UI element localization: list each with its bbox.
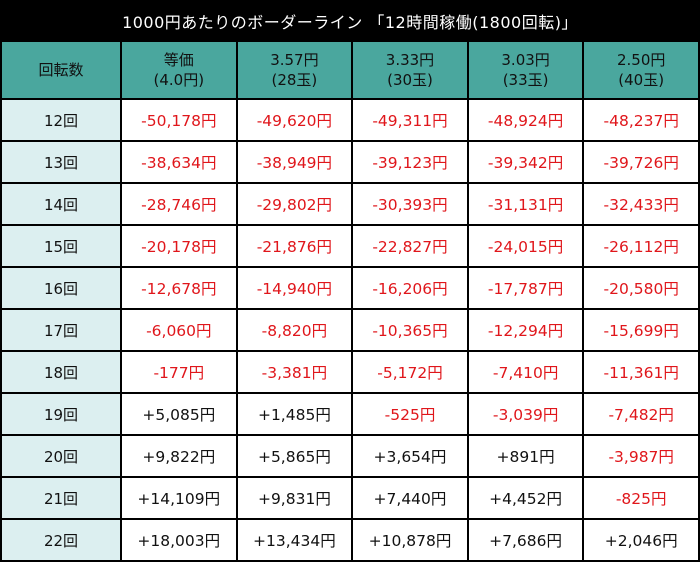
table-cell: -31,131円: [468, 184, 583, 224]
table-cell: -5,172円: [353, 352, 467, 392]
table-cell: +7,686円: [468, 520, 583, 560]
border-table: 回転数 等価 (4.0円) 3.57円 (28玉) 3.33円 (30玉) 3.…: [2, 42, 698, 560]
table-cell: +3,654円: [353, 436, 467, 476]
table-cell: -26,112円: [584, 226, 698, 266]
table-cell: +2,046円: [584, 520, 698, 560]
table-cell: +7,440円: [353, 478, 467, 518]
column-header-balls: (33玉): [502, 71, 549, 89]
column-header-equal: 等価 (4.0円): [122, 42, 236, 98]
row-label: 20回: [2, 436, 120, 476]
table-cell: -825円: [584, 478, 698, 518]
table-cell: -39,342円: [468, 142, 583, 182]
table-cell: -39,123円: [353, 142, 467, 182]
column-header-250: 2.50円 (40玉): [584, 42, 698, 98]
row-label: 16回: [2, 268, 120, 308]
column-header-balls: (40玉): [618, 71, 665, 89]
table-cell: +10,878円: [353, 520, 467, 560]
table-cell: -3,987円: [584, 436, 698, 476]
table-cell: -28,746円: [122, 184, 236, 224]
table-cell: -525円: [353, 394, 467, 434]
table-cell: -7,410円: [468, 352, 583, 392]
table-cell: -3,381円: [237, 352, 352, 392]
column-header-303: 3.03円 (33玉): [468, 42, 583, 98]
table-cell: +891円: [468, 436, 583, 476]
table-cell: +5,085円: [122, 394, 236, 434]
table-cell: -48,237円: [584, 100, 698, 140]
row-label: 22回: [2, 520, 120, 560]
table-cell: -11,361円: [584, 352, 698, 392]
corner-header: 回転数: [2, 42, 120, 98]
table-cell: -48,924円: [468, 100, 583, 140]
row-label: 18回: [2, 352, 120, 392]
table-cell: -38,949円: [237, 142, 352, 182]
table-cell: +9,822円: [122, 436, 236, 476]
table-cell: +9,831円: [237, 478, 352, 518]
table-cell: -20,178円: [122, 226, 236, 266]
table-cell: -12,678円: [122, 268, 236, 308]
table-cell: +13,434円: [237, 520, 352, 560]
column-header-rate: 3.03円: [501, 51, 550, 69]
row-label: 19回: [2, 394, 120, 434]
table-cell: -14,940円: [237, 268, 352, 308]
table-cell: -6,060円: [122, 310, 236, 350]
corner-header-label: 回転数: [38, 61, 84, 79]
table-cell: -32,433円: [584, 184, 698, 224]
column-header-rate: 2.50円: [616, 51, 666, 69]
row-label: 15回: [2, 226, 120, 266]
row-label: 14回: [2, 184, 120, 224]
table-cell: -22,827円: [353, 226, 467, 266]
table-cell: -24,015円: [468, 226, 583, 266]
row-label: 21回: [2, 478, 120, 518]
table-cell: -7,482円: [584, 394, 698, 434]
table-cell: -39,726円: [584, 142, 698, 182]
column-header-357: 3.57円 (28玉): [237, 42, 352, 98]
column-header-rate: 3.57円: [270, 51, 319, 69]
column-header-balls: (4.0円): [153, 71, 205, 89]
column-header-333: 3.33円 (30玉): [353, 42, 467, 98]
table-cell: +5,865円: [237, 436, 352, 476]
column-header-balls: (30玉): [387, 71, 433, 89]
table-cell: -29,802円: [237, 184, 352, 224]
table-cell: -12,294円: [468, 310, 583, 350]
table-cell: -8,820円: [237, 310, 352, 350]
table-cell: -20,580円: [584, 268, 698, 308]
table-cell: -10,365円: [353, 310, 467, 350]
table-cell: +1,485円: [237, 394, 352, 434]
table-cell: -49,311円: [353, 100, 467, 140]
table-cell: +18,003円: [122, 520, 236, 560]
table-cell: -3,039円: [468, 394, 583, 434]
column-header-rate: 3.33円: [385, 51, 435, 69]
row-label: 17回: [2, 310, 120, 350]
row-label: 12回: [2, 100, 120, 140]
table-cell: -21,876円: [237, 226, 352, 266]
table-title: 1000円あたりのボーダーライン 「12時間稼働(1800回転)」: [122, 13, 578, 32]
column-header-balls: (28玉): [271, 71, 318, 89]
table-cell: -15,699円: [584, 310, 698, 350]
column-header-rate: 等価: [163, 51, 194, 69]
table-cell: -177円: [122, 352, 236, 392]
table-cell: -49,620円: [237, 100, 352, 140]
table-cell: +14,109円: [122, 478, 236, 518]
table-cell: -17,787円: [468, 268, 583, 308]
table-cell: -30,393円: [353, 184, 467, 224]
row-label: 13回: [2, 142, 120, 182]
table-cell: -38,634円: [122, 142, 236, 182]
table-cell: -50,178円: [122, 100, 236, 140]
table-cell: +4,452円: [468, 478, 583, 518]
table-cell: -16,206円: [353, 268, 467, 308]
